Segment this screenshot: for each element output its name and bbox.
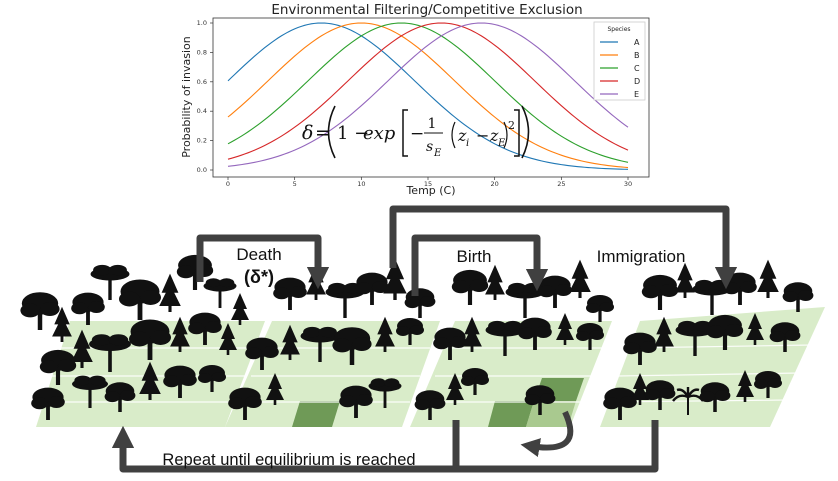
legend-entry-d: D [634, 77, 640, 86]
formula-left-bracket [402, 109, 408, 157]
immigration-label: Immigration [597, 247, 686, 266]
tree-icon [538, 275, 572, 308]
formula-numerator: 1 [428, 116, 437, 132]
formula-one-minus: 1 − [337, 123, 369, 144]
tree-icon [641, 274, 679, 310]
y-tick-label: 0.6 [197, 78, 207, 86]
tree-icon [675, 262, 695, 298]
formula-exp: exp [363, 123, 396, 144]
x-tick-label: 25 [557, 180, 565, 188]
formula-s: s [426, 139, 433, 155]
formula-right-bracket [514, 109, 520, 157]
formula-zi-sub: i [466, 138, 469, 149]
tree-icon [273, 277, 307, 310]
plot-3-target-cell [488, 401, 534, 427]
tree-icon [757, 259, 779, 298]
tree-icon [569, 259, 591, 298]
tree-icon [203, 278, 237, 308]
y-tick-label: 0.2 [197, 137, 207, 145]
series-lines [227, 22, 629, 170]
tree-icon [71, 292, 105, 325]
formula-s-sub: E [433, 148, 442, 159]
death-label: Death [236, 245, 281, 264]
plot-frame [212, 17, 650, 178]
repeat-label: Repeat until equilibrium is reached [162, 451, 415, 469]
tree-icon [505, 282, 545, 318]
invasion-probability-chart: Environmental Filtering/Competitive Excl… [180, 2, 650, 197]
immigration-arrow [389, 205, 738, 290]
formula-power: 2 [508, 119, 515, 132]
tree-icon [231, 293, 249, 325]
x-tick-label: 30 [624, 180, 632, 188]
legend-entry-a: A [634, 38, 640, 47]
x-axis-label: Temp (C) [405, 184, 455, 197]
formula-ze: z [489, 126, 499, 145]
legend-entry-c: C [634, 64, 640, 73]
series-line-e [227, 22, 629, 167]
y-tick-label: 0.8 [197, 48, 207, 56]
formula-left-paren [327, 105, 336, 159]
y-axis-label: Probability of invasion [180, 36, 193, 158]
x-tick-label: 10 [357, 180, 365, 188]
birth-dispersal-arrow [520, 410, 574, 458]
process-arrows [111, 205, 738, 473]
series-line-a [227, 22, 629, 170]
series-line-b [227, 22, 629, 169]
landscape-plots [20, 254, 825, 427]
y-tick-label: 0.4 [197, 107, 207, 115]
plot-2-empty-cell [292, 401, 340, 427]
tree-icon [355, 272, 389, 305]
tree-icon [451, 269, 489, 305]
birth-label: Birth [457, 247, 492, 266]
y-tick-label: 1.0 [197, 19, 207, 27]
x-axis: 0 5 10 15 20 25 30 [226, 177, 632, 188]
series-line-d [227, 22, 629, 160]
y-axis: 0.0 0.2 0.4 0.6 0.8 1.0 [197, 19, 213, 174]
series-line-c [227, 22, 629, 163]
delta-formula: δ = 1 − exp − 1 s E z i − z E 2 [302, 105, 530, 159]
birth-arrow [411, 234, 549, 296]
repeat-arrow [111, 420, 460, 473]
formula-delta: δ [302, 122, 313, 144]
formula-zi: z [457, 126, 467, 145]
death-arrow [196, 234, 330, 290]
x-tick-label: 15 [424, 180, 432, 188]
x-tick-label: 20 [491, 180, 499, 188]
tree-icon [485, 264, 505, 300]
tree-icon [782, 282, 814, 312]
x-tick-label: 5 [293, 180, 297, 188]
formula-right-paren [521, 105, 530, 159]
x-tick-label: 0 [226, 180, 230, 188]
tree-icon [20, 292, 60, 330]
formula-minus: − [410, 124, 424, 144]
formula-ze-sub: E [497, 138, 506, 149]
legend-entry-b: B [634, 51, 640, 60]
formula-equals: = [315, 122, 331, 144]
formula-inner-left-paren [451, 121, 456, 149]
legend-entry-e: E [634, 90, 639, 99]
tree-icon [586, 295, 614, 322]
legend-title: Species [607, 26, 630, 33]
formula-z-minus: − [476, 126, 489, 145]
formula-inner-right-paren [503, 121, 508, 149]
y-tick-label: 0.0 [197, 166, 207, 174]
tree-icon [159, 273, 181, 312]
death-symbol: (δ*) [244, 267, 274, 287]
legend-box [593, 21, 646, 101]
tree-icon [119, 279, 161, 320]
repeat-arrow-branch [456, 420, 659, 473]
chart-title: Environmental Filtering/Competitive Excl… [271, 2, 582, 18]
tree-icon [404, 288, 436, 318]
